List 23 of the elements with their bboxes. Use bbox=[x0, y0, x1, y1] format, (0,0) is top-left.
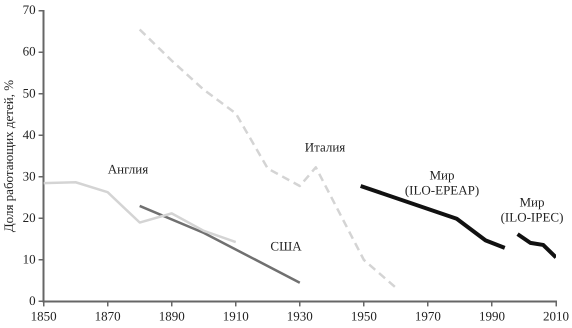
x-tick-label: 1950 bbox=[350, 308, 377, 324]
x-tick-label: 2010 bbox=[543, 308, 569, 324]
y-tick-label: 40 bbox=[22, 126, 36, 142]
x-tick-label: 1910 bbox=[222, 308, 249, 324]
x-tick-label: 1890 bbox=[158, 308, 185, 324]
y-axis-title: Доля работающих детей, % bbox=[1, 80, 16, 232]
x-tick-label: 1970 bbox=[414, 308, 441, 324]
series-label: Мир (ILO-IPEC) bbox=[500, 194, 564, 224]
x-tick-label: 1990 bbox=[478, 308, 505, 324]
y-tick-label: 70 bbox=[22, 2, 36, 18]
y-tick-label: 20 bbox=[22, 210, 36, 225]
y-tick-label: 50 bbox=[22, 85, 36, 100]
series-label: Англия bbox=[108, 161, 148, 176]
x-tick-label: 1850 bbox=[30, 308, 57, 324]
x-tick-label: 1930 bbox=[286, 308, 313, 324]
y-tick-label: 60 bbox=[22, 44, 36, 59]
series-label: Мир (ILO-EPEAP) bbox=[404, 167, 480, 198]
y-tick-label: 0 bbox=[29, 292, 36, 308]
y-tick-label: 30 bbox=[22, 168, 36, 184]
series-label: США bbox=[270, 238, 302, 254]
y-tick-label: 10 bbox=[22, 251, 36, 266]
x-tick-label: 1870 bbox=[94, 308, 121, 324]
series-label: Италия bbox=[304, 139, 346, 154]
